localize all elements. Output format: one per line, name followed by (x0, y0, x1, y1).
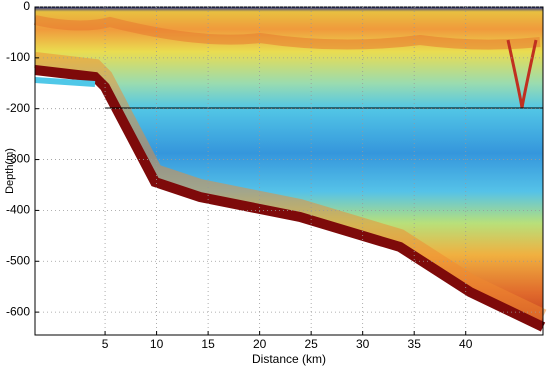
echogram-image (33, 7, 547, 332)
x-tick-label: 25 (304, 337, 318, 351)
y-tick-label: -100 (6, 50, 30, 64)
x-tick-label: 40 (459, 337, 473, 351)
y-tick-label: 0 (23, 0, 30, 13)
x-axis-title: Distance (km) (252, 352, 326, 366)
x-tick-label: 35 (408, 337, 422, 351)
y-tick-label: -300 (6, 152, 30, 166)
plot-frame (34, 6, 544, 336)
x-tick-label: 30 (356, 337, 370, 351)
y-tick-label: -400 (6, 203, 30, 217)
x-tick-label: 20 (253, 337, 267, 351)
y-axis-title: Depth(m) (4, 148, 16, 194)
x-tick-label: 10 (150, 337, 164, 351)
y-tick-label: -600 (6, 304, 30, 318)
y-tick-label: -500 (6, 253, 30, 267)
x-tick-label: 15 (201, 337, 215, 351)
x-tick-label: 5 (102, 337, 109, 351)
y-tick-label: -200 (6, 101, 30, 115)
